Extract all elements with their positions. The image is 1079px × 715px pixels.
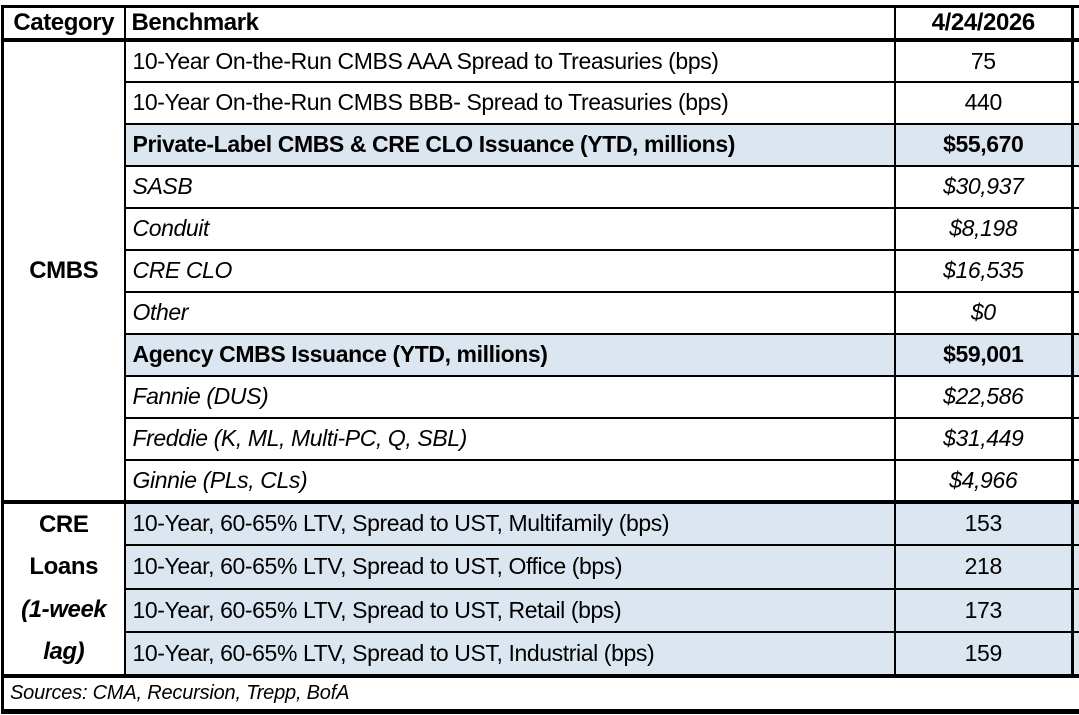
table-row-freddie: Freddie (K, ML, Multi-PC, Q, SBL) $31,44… — [3, 416, 1079, 461]
benchmark-cell: Freddie (K, ML, Multi-PC, Q, SBL) — [123, 416, 896, 461]
header-row: Category Benchmark 4/24/2026 — [1, 5, 1079, 42]
value-cell: $16,535 — [893, 248, 1074, 293]
benchmark-cell: 10-Year On-the-Run CMBS BBB- Spread to T… — [123, 80, 896, 125]
value-cell: $4,966 — [893, 458, 1074, 503]
value-cell: 75 — [893, 38, 1074, 83]
header-cell-date: 4/24/2026 — [893, 5, 1074, 42]
table-row-agency-issuance: Agency CMBS Issuance (YTD, millions) $59… — [3, 332, 1079, 377]
next-column-sliver — [1071, 164, 1079, 209]
value-cell: $31,449 — [893, 416, 1074, 461]
benchmark-cell: 10-Year, 60-65% LTV, Spread to UST, Indu… — [123, 631, 896, 677]
next-column-sliver — [1071, 248, 1079, 293]
category-cell-cre-loans: CRE Loans (1-week lag) — [1, 499, 126, 677]
table-row-conduit: Conduit $8,198 — [3, 206, 1079, 251]
category-cell-cmbs: CMBS — [1, 38, 126, 503]
next-column-sliver — [1071, 332, 1079, 377]
sources-row: Sources: CMA, Recursion, Trepp, BofA — [1, 673, 1079, 714]
category-line: (1-week — [21, 595, 107, 623]
sources-note: Sources: CMA, Recursion, Trepp, BofA — [1, 673, 1079, 714]
benchmark-cell: Private-Label CMBS & CRE CLO Issuance (Y… — [123, 122, 896, 167]
next-column-sliver — [1071, 631, 1079, 677]
benchmark-table: Category Benchmark 4/24/2026 CMBS 10-Yea… — [1, 5, 1079, 714]
value-cell: $22,586 — [893, 374, 1074, 419]
benchmark-cell: Agency CMBS Issuance (YTD, millions) — [123, 332, 896, 377]
benchmark-cell: 10-Year, 60-65% LTV, Spread to UST, Offi… — [123, 544, 896, 590]
benchmark-cell: SASB — [123, 164, 896, 209]
next-column-sliver — [1071, 206, 1079, 251]
value-cell: 153 — [893, 499, 1074, 546]
benchmark-cell: Ginnie (PLs, CLs) — [123, 458, 896, 503]
header-cell-benchmark: Benchmark — [123, 5, 896, 42]
header-cell-category: Category — [1, 5, 126, 42]
value-cell: 173 — [893, 587, 1074, 633]
table-row-ginnie: Ginnie (PLs, CLs) $4,966 — [3, 458, 1079, 503]
header-cell-next-column-sliver — [1071, 5, 1079, 42]
table-row-cre-office: 10-Year, 60-65% LTV, Spread to UST, Offi… — [3, 544, 1079, 590]
next-column-sliver — [1071, 544, 1079, 590]
value-cell: $0 — [893, 290, 1074, 335]
benchmark-cell: Fannie (DUS) — [123, 374, 896, 419]
next-column-sliver — [1071, 416, 1079, 461]
benchmark-cell: 10-Year On-the-Run CMBS AAA Spread to Tr… — [123, 38, 896, 83]
value-cell: $59,001 — [893, 332, 1074, 377]
table-row-cre-multifamily: CRE Loans (1-week lag) 10-Year, 60-65% L… — [1, 499, 1079, 677]
next-column-sliver — [1071, 587, 1079, 633]
table-row-cmbs-aaa-spread: CMBS 10-Year On-the-Run CMBS AAA Spread … — [1, 38, 1079, 503]
next-column-sliver — [1071, 122, 1079, 167]
table-row-cre-clo: CRE CLO $16,535 — [3, 248, 1079, 293]
table-row-cre-industrial: 10-Year, 60-65% LTV, Spread to UST, Indu… — [3, 631, 1079, 677]
table-row-fannie: Fannie (DUS) $22,586 — [3, 374, 1079, 419]
value-cell: $8,198 — [893, 206, 1074, 251]
table-row-private-label-issuance: Private-Label CMBS & CRE CLO Issuance (Y… — [3, 122, 1079, 167]
next-column-sliver — [1071, 290, 1079, 335]
table-row-other: Other $0 — [3, 290, 1079, 335]
table-row-cre-retail: 10-Year, 60-65% LTV, Spread to UST, Reta… — [3, 587, 1079, 633]
value-cell: 218 — [893, 544, 1074, 590]
value-cell: $55,670 — [893, 122, 1074, 167]
next-column-sliver — [1071, 38, 1079, 83]
next-column-sliver — [1071, 458, 1079, 503]
category-line: Loans — [29, 553, 99, 580]
next-column-sliver — [1071, 499, 1079, 546]
table-row-cmbs-bbb-spread: 10-Year On-the-Run CMBS BBB- Spread to T… — [3, 80, 1079, 125]
next-column-sliver — [1071, 374, 1079, 419]
benchmark-cell: 10-Year, 60-65% LTV, Spread to UST, Mult… — [123, 499, 896, 546]
value-cell: 440 — [893, 80, 1074, 125]
table-row-sasb: SASB $30,937 — [3, 164, 1079, 209]
category-line: lag) — [43, 638, 85, 665]
benchmark-cell: CRE CLO — [123, 248, 896, 293]
benchmark-cell: 10-Year, 60-65% LTV, Spread to UST, Reta… — [123, 587, 896, 633]
benchmark-cell: Conduit — [123, 206, 896, 251]
benchmark-cell: Other — [123, 290, 896, 335]
category-line: CRE — [39, 510, 89, 538]
value-cell: $30,937 — [893, 164, 1074, 209]
value-cell: 159 — [893, 631, 1074, 677]
next-column-sliver — [1071, 80, 1079, 125]
